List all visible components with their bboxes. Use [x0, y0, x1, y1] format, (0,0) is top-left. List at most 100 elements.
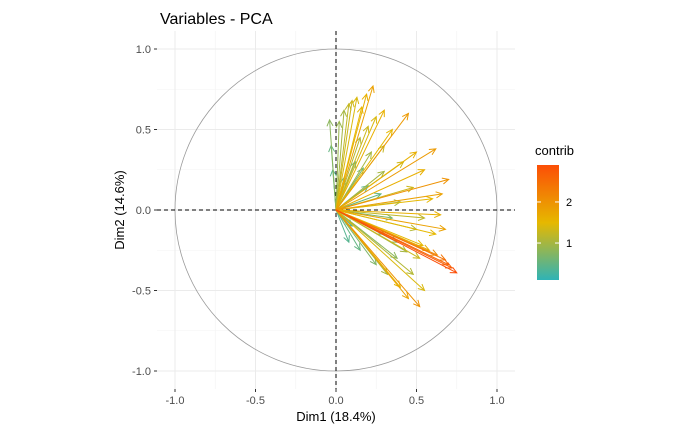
variable-arrow [335, 209, 447, 232]
arrow-shaft [335, 97, 358, 211]
variable-arrow [335, 96, 360, 211]
variable-arrow [335, 109, 385, 211]
arrow-head [428, 229, 437, 237]
arrow-head [374, 192, 383, 200]
variable-arrow [335, 169, 426, 211]
y-tick-label: 1.0 [136, 44, 151, 56]
arrow-shaft [335, 151, 417, 211]
variable-arrow [335, 177, 450, 211]
arrow-shaft [335, 169, 425, 211]
arrow-head [362, 125, 370, 134]
arrow-shaft [335, 109, 385, 211]
x-axis-label: Dim1 (18.4%) [296, 409, 375, 424]
arrow-head [402, 112, 410, 121]
arrow-head [326, 118, 334, 127]
arrow-head [385, 128, 394, 137]
arrow-head [401, 291, 410, 300]
arrow-shaft [335, 151, 372, 211]
arrow-head [340, 109, 348, 117]
x-tick-label: -1.0 [166, 395, 185, 407]
variable-arrow [335, 209, 442, 219]
arrow-shaft [335, 209, 441, 216]
arrow-head [441, 177, 450, 185]
arrow-head [335, 120, 343, 129]
arrow-head [435, 191, 444, 199]
arrow-head [412, 252, 421, 259]
variable-arrow [335, 209, 410, 300]
variable-arrow [335, 120, 343, 211]
arrow-head [409, 151, 418, 159]
variable-arrow [335, 151, 373, 211]
arrow-shaft [335, 209, 420, 259]
variable-arrow [335, 209, 421, 259]
arrow-shaft [335, 209, 436, 235]
arrow-head [377, 170, 386, 178]
arrow-shaft [335, 209, 425, 219]
arrow-shaft [335, 209, 421, 307]
arrow-head [425, 195, 434, 203]
variable-arrow [335, 191, 444, 211]
variable-arrow [335, 84, 375, 211]
arrow-shaft [335, 209, 409, 299]
x-tick-label: 0.0 [328, 395, 343, 407]
arrow-shaft [335, 93, 368, 211]
arrow-head [344, 102, 352, 111]
arrow-head [378, 109, 385, 118]
y-tick-label: -1.0 [132, 366, 151, 378]
arrow-shaft [335, 170, 385, 211]
x-tick-label: -0.5 [246, 395, 265, 407]
variable-arrow [335, 115, 378, 211]
variable-arrow [335, 209, 421, 308]
arrow-head [356, 105, 364, 114]
x-tick-label: 1.0 [489, 395, 504, 407]
arrow-shaft [335, 85, 374, 211]
arrow-head [349, 160, 357, 169]
variable-arrow [335, 209, 415, 276]
arrow-head [369, 257, 377, 266]
arrow-head [361, 185, 370, 193]
arrow-shaft [335, 121, 340, 211]
legend: contrib 12 [535, 143, 574, 280]
variable-arrow [335, 209, 426, 221]
arrow-head [352, 96, 360, 105]
arrow-head [406, 185, 415, 193]
arrow-head [354, 243, 361, 252]
arrow-head [417, 214, 426, 221]
arrow-shaft [335, 209, 446, 230]
arrow-head [370, 115, 378, 124]
arrow-head [449, 266, 458, 274]
variable-arrow [335, 195, 434, 211]
arrow-shaft [335, 209, 425, 291]
arrow-shaft [335, 209, 350, 243]
variable-arrow [335, 151, 418, 211]
arrow-shaft [335, 209, 361, 251]
variable-arrow [326, 118, 337, 211]
arrow-shaft [335, 209, 457, 274]
arrow-shaft [329, 119, 337, 211]
chart-title: Variables - PCA [160, 11, 273, 28]
legend-tick-label: 2 [566, 197, 572, 209]
arrow-head [406, 267, 415, 276]
arrow-shaft [335, 100, 353, 211]
variable-arrow [335, 125, 370, 211]
legend-tick-label: 1 [566, 238, 572, 250]
arrow-shaft [335, 129, 393, 211]
arrow-head [357, 167, 364, 176]
variable-arrow [335, 128, 394, 211]
arrow-head [347, 99, 355, 108]
arrow-head [417, 283, 426, 292]
arrow-shaft [335, 110, 345, 211]
arrow-head [441, 258, 450, 266]
x-tick-label: 0.5 [409, 395, 424, 407]
variable-arrow [335, 209, 350, 244]
x-axis-ticks: -1.0 -0.5 0.0 0.5 1.0 [166, 389, 505, 407]
arrow-head [434, 211, 442, 219]
arrow-head [430, 249, 439, 256]
arrow-head [438, 224, 447, 232]
variable-arrow [335, 148, 437, 211]
variable-arrow [335, 99, 355, 211]
variable-arrow [335, 170, 386, 211]
arrow-shaft [335, 193, 443, 211]
arrow-shaft [335, 198, 433, 211]
